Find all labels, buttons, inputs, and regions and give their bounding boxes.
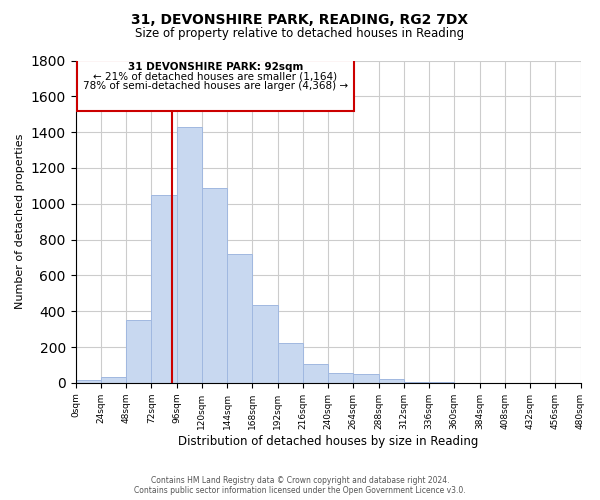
Bar <box>202 188 227 383</box>
Bar <box>227 254 252 383</box>
Bar <box>176 127 202 383</box>
X-axis label: Distribution of detached houses by size in Reading: Distribution of detached houses by size … <box>178 434 478 448</box>
Bar <box>126 320 151 383</box>
Bar <box>379 380 404 383</box>
Bar <box>328 373 353 383</box>
Bar <box>353 374 379 383</box>
Bar <box>404 382 429 383</box>
Bar <box>151 195 176 383</box>
Bar <box>303 364 328 383</box>
Bar <box>76 380 101 383</box>
Text: 31, DEVONSHIRE PARK, READING, RG2 7DX: 31, DEVONSHIRE PARK, READING, RG2 7DX <box>131 12 469 26</box>
Text: ← 21% of detached houses are smaller (1,164): ← 21% of detached houses are smaller (1,… <box>94 72 338 82</box>
Bar <box>101 376 126 383</box>
Bar <box>252 305 278 383</box>
Bar <box>77 60 355 110</box>
Text: 31 DEVONSHIRE PARK: 92sqm: 31 DEVONSHIRE PARK: 92sqm <box>128 62 303 72</box>
Y-axis label: Number of detached properties: Number of detached properties <box>15 134 25 310</box>
Bar <box>278 344 303 383</box>
Text: 78% of semi-detached houses are larger (4,368) →: 78% of semi-detached houses are larger (… <box>83 80 348 90</box>
Text: Size of property relative to detached houses in Reading: Size of property relative to detached ho… <box>136 28 464 40</box>
Text: Contains HM Land Registry data © Crown copyright and database right 2024.
Contai: Contains HM Land Registry data © Crown c… <box>134 476 466 495</box>
